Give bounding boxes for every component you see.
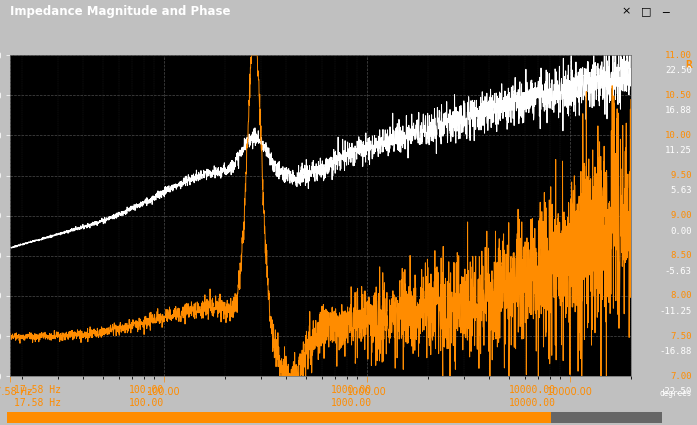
Text: 9.50: 9.50	[671, 171, 691, 180]
Text: 17.58 Hz: 17.58 Hz	[14, 398, 61, 408]
Text: ×: ×	[622, 7, 631, 17]
Text: 1000.00: 1000.00	[331, 385, 372, 395]
Text: 11.25: 11.25	[665, 146, 691, 156]
Text: 17.58 Hz: 17.58 Hz	[14, 385, 61, 395]
Text: degrees: degrees	[659, 389, 691, 398]
Text: 8.00: 8.00	[671, 292, 691, 300]
Text: 8.50: 8.50	[671, 251, 691, 260]
Text: ─: ─	[662, 7, 669, 17]
Text: 11.00: 11.00	[665, 51, 691, 60]
Text: 7.50: 7.50	[671, 332, 691, 340]
FancyBboxPatch shape	[551, 412, 662, 422]
FancyBboxPatch shape	[7, 412, 551, 422]
Text: 100.00: 100.00	[129, 398, 164, 408]
Text: □: □	[641, 7, 652, 17]
Text: 10.50: 10.50	[665, 91, 691, 100]
Text: 10.00: 10.00	[665, 131, 691, 140]
Text: 22.50: 22.50	[665, 66, 691, 75]
Text: 1000.00: 1000.00	[331, 398, 372, 408]
Text: -22.50: -22.50	[659, 387, 691, 396]
Text: 0.00: 0.00	[671, 227, 691, 235]
Text: 9.00: 9.00	[671, 211, 691, 220]
Text: Impedance Magnitude and Phase: Impedance Magnitude and Phase	[10, 5, 231, 18]
Text: -11.25: -11.25	[659, 307, 691, 316]
Text: R: R	[685, 60, 691, 70]
Text: 10000.00: 10000.00	[509, 385, 556, 395]
Text: 100.00: 100.00	[129, 385, 164, 395]
Text: 7.00: 7.00	[671, 371, 691, 381]
Text: -5.63: -5.63	[665, 267, 691, 276]
Text: 10000.00: 10000.00	[509, 398, 556, 408]
Text: 5.63: 5.63	[671, 187, 691, 196]
Text: 16.88: 16.88	[665, 106, 691, 115]
Text: -16.88: -16.88	[659, 347, 691, 356]
